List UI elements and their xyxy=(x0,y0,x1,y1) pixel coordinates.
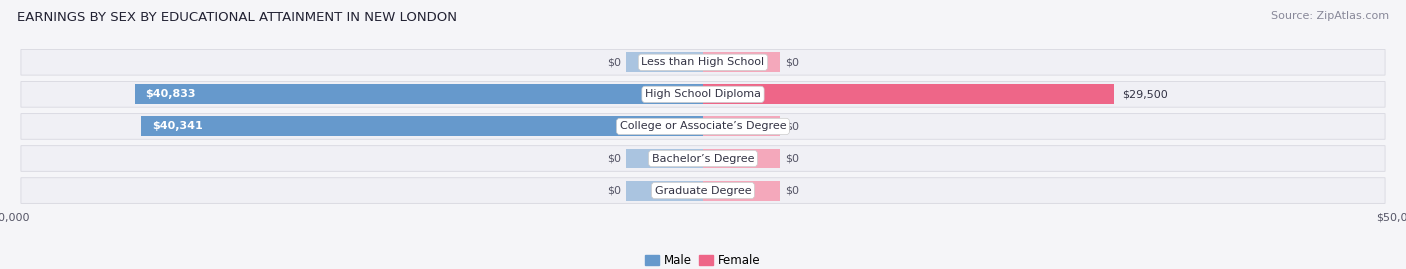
Legend: Male, Female: Male, Female xyxy=(645,254,761,267)
Text: Less than High School: Less than High School xyxy=(641,57,765,67)
Text: $0: $0 xyxy=(785,121,799,132)
Bar xyxy=(627,181,703,200)
FancyBboxPatch shape xyxy=(21,82,1385,107)
Text: High School Diploma: High School Diploma xyxy=(645,89,761,99)
Bar xyxy=(135,84,703,104)
Bar xyxy=(703,52,779,72)
Text: $0: $0 xyxy=(607,186,621,196)
Text: College or Associate’s Degree: College or Associate’s Degree xyxy=(620,121,786,132)
FancyBboxPatch shape xyxy=(21,49,1385,75)
Text: EARNINGS BY SEX BY EDUCATIONAL ATTAINMENT IN NEW LONDON: EARNINGS BY SEX BY EDUCATIONAL ATTAINMEN… xyxy=(17,11,457,24)
Bar xyxy=(703,181,779,200)
FancyBboxPatch shape xyxy=(21,146,1385,171)
FancyBboxPatch shape xyxy=(21,114,1385,139)
Text: $29,500: $29,500 xyxy=(1122,89,1168,99)
FancyBboxPatch shape xyxy=(21,178,1385,203)
Text: $0: $0 xyxy=(607,57,621,67)
Text: $0: $0 xyxy=(607,154,621,164)
Text: $40,341: $40,341 xyxy=(152,121,202,132)
Text: Graduate Degree: Graduate Degree xyxy=(655,186,751,196)
Text: Source: ZipAtlas.com: Source: ZipAtlas.com xyxy=(1271,11,1389,21)
Bar xyxy=(627,148,703,168)
Text: $40,833: $40,833 xyxy=(145,89,195,99)
Text: $0: $0 xyxy=(785,186,799,196)
Bar xyxy=(142,116,703,136)
Text: $0: $0 xyxy=(785,57,799,67)
Text: $0: $0 xyxy=(785,154,799,164)
Bar xyxy=(703,84,1114,104)
Bar xyxy=(627,52,703,72)
Bar xyxy=(703,148,779,168)
Bar xyxy=(703,116,779,136)
Text: Bachelor’s Degree: Bachelor’s Degree xyxy=(652,154,754,164)
